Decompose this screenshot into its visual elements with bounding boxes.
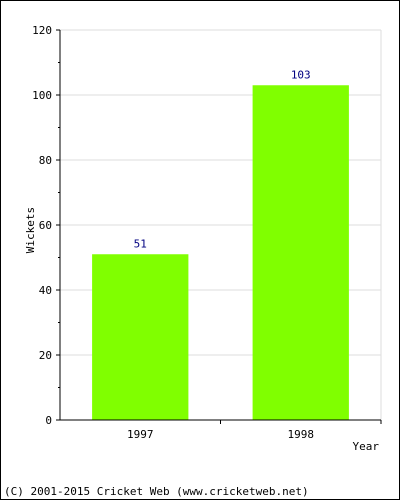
y-tick-label: 120	[32, 24, 52, 37]
x-tick-label: 1997	[127, 428, 154, 441]
bars	[92, 85, 349, 420]
bar-data-label: 51	[134, 237, 147, 250]
y-tick-label: 100	[32, 89, 52, 102]
bar	[92, 254, 189, 420]
y-tick-label: 40	[39, 284, 52, 297]
axes	[56, 29, 382, 424]
copyright-footer: (C) 2001-2015 Cricket Web (www.cricketwe…	[4, 485, 309, 498]
y-tick-label: 0	[45, 414, 52, 427]
y-tick-label: 20	[39, 349, 52, 362]
y-tick-label: 80	[39, 154, 52, 167]
x-axis-title: Year	[353, 440, 380, 453]
x-tick-label: 1998	[288, 428, 315, 441]
y-axis-title: Wickets	[24, 207, 37, 253]
bar-data-label: 103	[291, 68, 311, 81]
y-tick-label: 60	[39, 219, 52, 232]
bar	[252, 85, 349, 420]
labels: 0 20 40 60 80 100 120 51 1997 103 1998	[32, 24, 314, 441]
